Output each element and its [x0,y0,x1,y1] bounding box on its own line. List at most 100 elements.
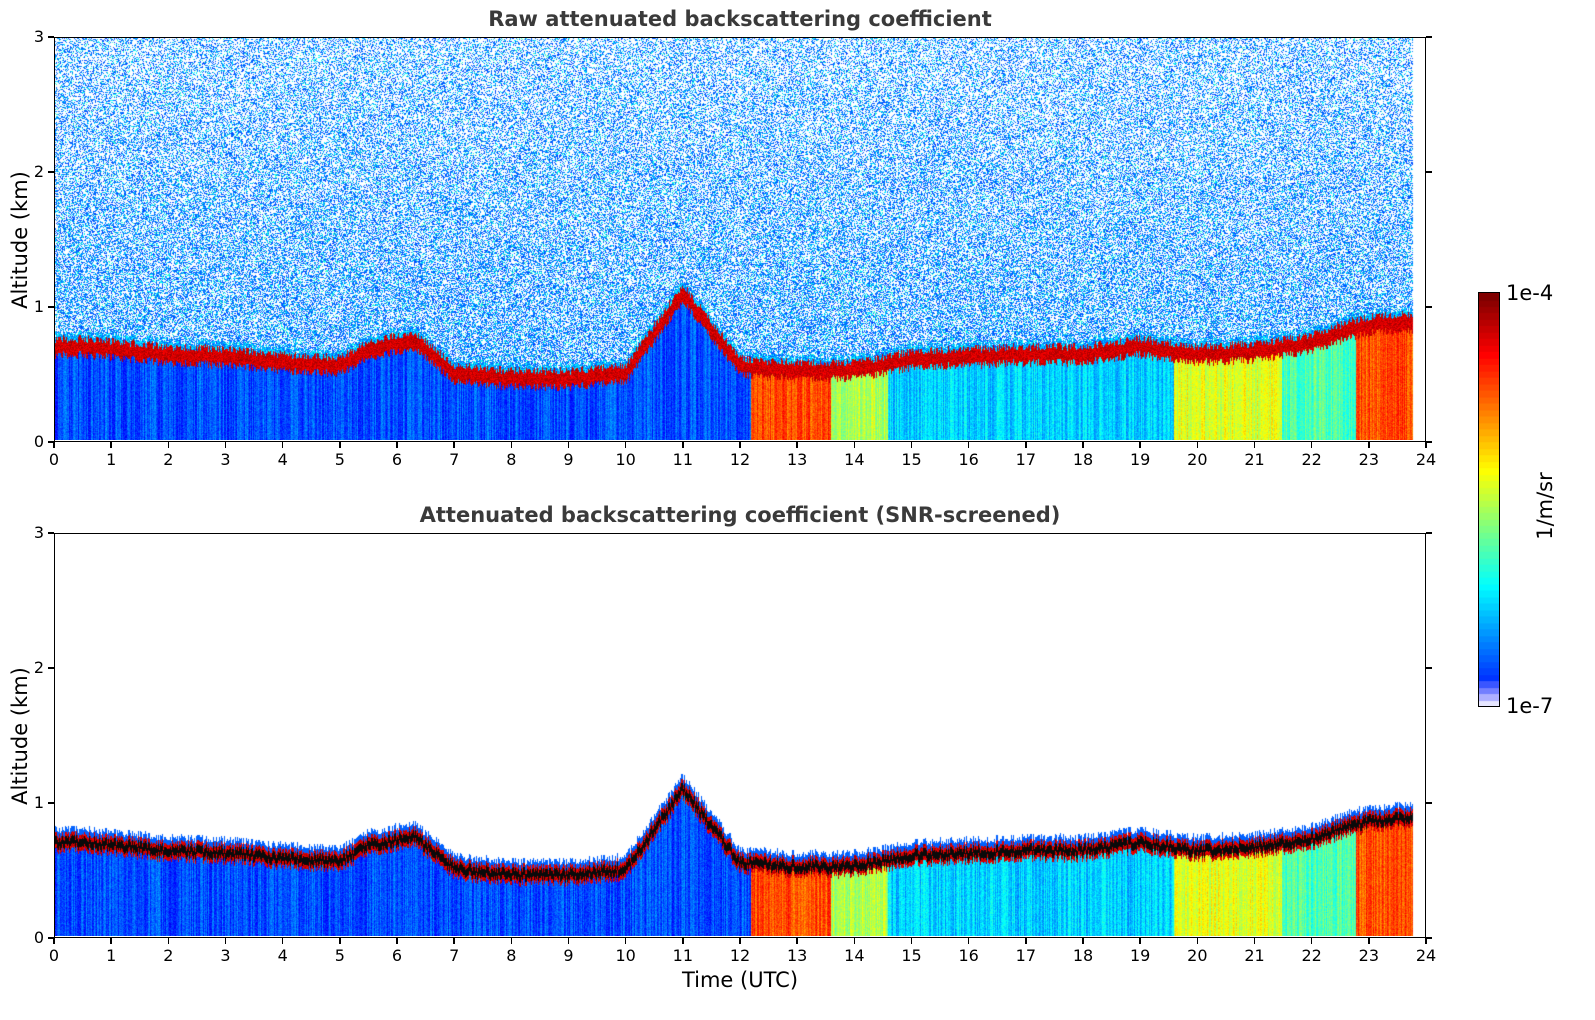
x-tick-mark [682,442,684,448]
x-tick-label: 2 [163,450,174,469]
x-tick-mark [624,938,627,944]
x-tick-label: 4 [277,450,288,469]
x-tick-label: 23 [1358,946,1379,965]
x-tick-mark [396,938,398,944]
x-tick-mark [1196,442,1199,448]
panel-2-title: Attenuated backscattering coefficient (S… [419,503,1061,527]
x-tick-label: 18 [1072,450,1094,469]
x-tick-mark [567,938,570,944]
x-tick-label: 9 [563,946,574,965]
x-tick-mark [110,938,112,944]
x-tick-mark [510,938,513,944]
x-tick-label: 19 [1129,450,1151,469]
x-tick-mark [167,938,170,944]
y-tick-label: 3 [33,523,44,542]
x-tick-mark [224,442,227,448]
x-tick-label: 22 [1301,450,1322,469]
x-tick-mark [1368,938,1370,944]
x-tick-label: 7 [449,946,460,965]
x-tick-mark [1082,442,1084,448]
y-tick-label: 0 [33,928,44,947]
y-tick-mark [1426,667,1432,669]
x-tick-mark [910,938,913,944]
x-tick-mark [510,442,513,448]
panel-1-title: Raw attenuated backscattering coefficien… [488,7,992,31]
x-tick-label: 17 [1015,450,1036,469]
x-tick-mark [796,442,798,448]
x-tick-mark [1310,938,1313,944]
y-tick-label: 0 [33,432,44,451]
y-tick-label: 3 [33,27,44,46]
x-tick-label: 8 [506,450,517,469]
x-tick-label: 15 [901,450,922,469]
x-tick-mark [53,442,55,448]
x-tick-mark [1139,938,1141,944]
x-tick-mark [1253,938,1256,944]
x-tick-mark [1425,442,1427,448]
x-tick-mark [281,442,284,448]
x-tick-label: 14 [844,946,865,965]
panel-1-plot [54,37,1426,442]
x-tick-label: 19 [1129,946,1151,965]
y-tick-label: 2 [33,658,44,677]
y-tick-mark [1426,937,1432,939]
x-tick-mark [1310,442,1313,448]
x-tick-mark [1253,442,1256,448]
x-tick-label: 0 [48,450,60,469]
y-tick-label: 1 [33,793,44,812]
x-tick-mark [567,442,570,448]
x-tick-mark [453,442,455,448]
x-tick-mark [453,938,455,944]
x-tick-label: 2 [163,946,174,965]
x-tick-label: 21 [1244,450,1265,469]
x-tick-label: 8 [506,946,517,965]
panel-2-plot [54,533,1426,938]
x-tick-label: 13 [786,450,808,469]
x-tick-label: 3 [220,450,231,469]
panel-2-heatmap [55,534,1424,936]
x-tick-mark [1082,938,1084,944]
x-tick-label: 22 [1301,946,1322,965]
y-tick-mark [48,441,54,443]
y-tick-mark [48,306,54,308]
colorbar-min-label: 1e-7 [1506,694,1554,718]
x-tick-label: 1 [106,450,117,469]
x-tick-label: 23 [1358,450,1379,469]
panel-1-heatmap [55,38,1424,440]
x-tick-mark [281,938,284,944]
x-tick-label: 3 [220,946,231,965]
x-tick-label: 9 [563,450,574,469]
x-tick-label: 20 [1187,946,1208,965]
x-tick-label: 18 [1072,946,1094,965]
x-tick-mark [739,442,741,448]
panel-2-ylabel: Altitude (km) [8,667,32,805]
y-tick-mark [48,937,54,939]
x-axis-label: Time (UTC) [681,968,799,992]
x-tick-mark [1196,938,1199,944]
x-tick-mark [739,938,741,944]
x-tick-mark [910,442,913,448]
y-tick-mark [48,667,54,669]
y-tick-mark [1426,441,1432,443]
y-tick-mark [1426,532,1432,534]
x-tick-label: 24 [1415,450,1437,469]
y-tick-mark [1426,802,1432,804]
panel-1-ylabel: Altitude (km) [8,171,32,309]
x-tick-label: 5 [334,946,345,965]
y-tick-mark [1426,36,1432,38]
x-tick-mark [167,442,170,448]
x-tick-mark [339,938,341,944]
x-tick-mark [1139,442,1141,448]
x-tick-mark [853,442,856,448]
colorbar [1478,292,1500,707]
x-tick-mark [682,938,684,944]
x-tick-mark [1425,938,1427,944]
x-tick-label: 11 [672,946,693,965]
x-tick-mark [967,442,970,448]
x-tick-label: 0 [48,946,60,965]
x-tick-mark [1025,442,1027,448]
y-tick-mark [48,532,54,534]
x-tick-label: 16 [958,946,979,965]
y-tick-label: 2 [33,162,44,181]
x-tick-label: 10 [615,946,636,965]
